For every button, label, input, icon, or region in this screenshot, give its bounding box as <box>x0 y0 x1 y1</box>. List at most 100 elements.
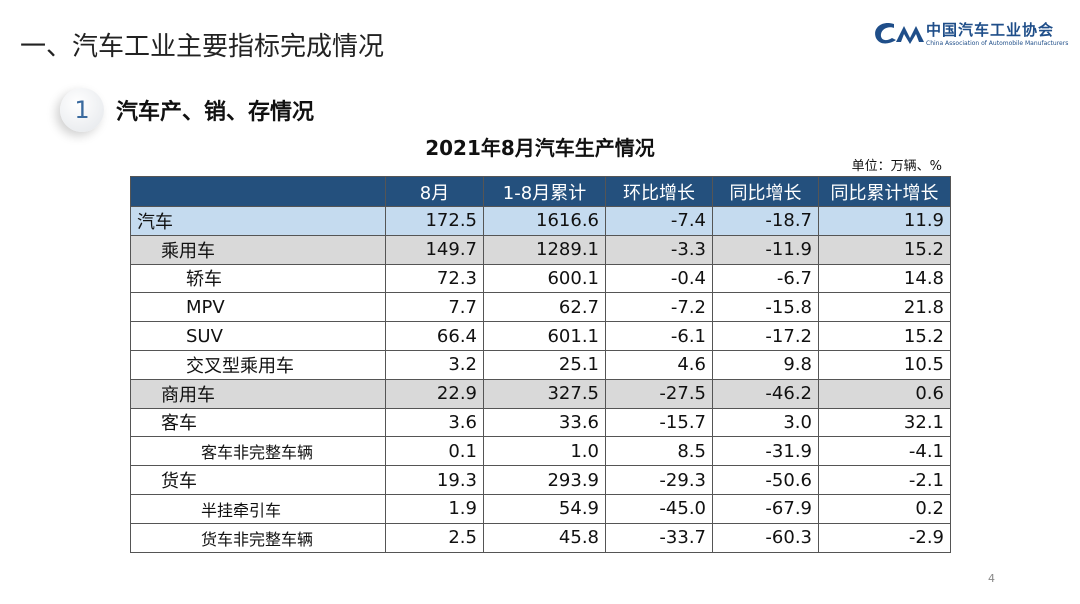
cell-value: -7.2 <box>605 292 713 323</box>
table-row: 货车非完整车辆 2.5 45.8 -33.7 -60.3 -2.9 <box>130 522 951 553</box>
cell-value: 32.1 <box>818 407 951 438</box>
column-header: 环比增长 <box>605 176 713 207</box>
cell-value: 9.8 <box>712 349 819 380</box>
column-header: 8月 <box>385 176 484 207</box>
table-row: 轿车 72.3 600.1 -0.4 -6.7 14.8 <box>130 263 951 294</box>
table-row: MPV 7.7 62.7 -7.2 -15.8 21.8 <box>130 292 951 323</box>
cell-value: 327.5 <box>483 378 606 409</box>
cell-value: -27.5 <box>605 378 713 409</box>
column-header: 同比增长 <box>712 176 819 207</box>
table-row: 客车非完整车辆 0.1 1.0 8.5 -31.9 -4.1 <box>130 436 951 467</box>
row-label: SUV <box>130 321 386 351</box>
row-label: 货车非完整车辆 <box>130 522 386 553</box>
table-row: SUV 66.4 601.1 -6.1 -17.2 15.2 <box>130 321 951 351</box>
row-label: 交叉型乘用车 <box>130 349 386 380</box>
cell-value: -15.8 <box>712 292 819 323</box>
page-title: 一、汽车工业主要指标完成情况 <box>20 32 385 62</box>
cell-value: 54.9 <box>483 493 606 524</box>
table-row: 汽车 172.5 1616.6 -7.4 -18.7 11.9 <box>130 206 951 236</box>
cell-value: 4.6 <box>605 349 713 380</box>
cell-value: -67.9 <box>712 493 819 524</box>
cell-value: 72.3 <box>385 263 484 294</box>
table-row: 交叉型乘用车 3.2 25.1 4.6 9.8 10.5 <box>130 349 951 380</box>
column-header <box>130 176 386 207</box>
table-row: 商用车 22.9 327.5 -27.5 -46.2 0.6 <box>130 378 951 409</box>
cell-value: 600.1 <box>483 263 606 294</box>
caam-logo-icon <box>875 22 924 44</box>
cell-value: 172.5 <box>385 206 484 236</box>
cell-value: 7.7 <box>385 292 484 323</box>
cell-value: -50.6 <box>712 465 819 495</box>
logo: 中国汽车工业协会 China Association of Automobile … <box>872 18 1068 48</box>
cell-value: 0.2 <box>818 493 951 524</box>
cell-value: 1616.6 <box>483 206 606 236</box>
page-number: 4 <box>988 572 995 585</box>
row-label: 商用车 <box>130 378 386 409</box>
section-number: 1 <box>60 88 104 132</box>
logo-subtitle: China Association of Automobile Manufact… <box>926 40 1069 47</box>
cell-value: 2.5 <box>385 522 484 553</box>
table-row: 半挂牵引车 1.9 54.9 -45.0 -67.9 0.2 <box>130 493 951 524</box>
cell-value: -3.3 <box>605 234 713 265</box>
row-label: 货车 <box>130 465 386 495</box>
cell-value: 1.0 <box>483 436 606 467</box>
row-label: 客车 <box>130 407 386 438</box>
cell-value: 10.5 <box>818 349 951 380</box>
cell-value: 3.2 <box>385 349 484 380</box>
cell-value: 62.7 <box>483 292 606 323</box>
cell-value: -4.1 <box>818 436 951 467</box>
cell-value: -60.3 <box>712 522 819 553</box>
cell-value: 19.3 <box>385 465 484 495</box>
cell-value: -2.1 <box>818 465 951 495</box>
logo-name: 中国汽车工业协会 <box>926 21 1055 39</box>
cell-value: 25.1 <box>483 349 606 380</box>
row-label: MPV <box>130 292 386 323</box>
cell-value: -18.7 <box>712 206 819 236</box>
cell-value: -15.7 <box>605 407 713 438</box>
cell-value: -6.7 <box>712 263 819 294</box>
column-header: 1-8月累计 <box>483 176 606 207</box>
cell-value: -31.9 <box>712 436 819 467</box>
cell-value: 0.6 <box>818 378 951 409</box>
row-label: 轿车 <box>130 263 386 294</box>
cell-value: 3.0 <box>712 407 819 438</box>
cell-value: -7.4 <box>605 206 713 236</box>
table-row: 客车 3.6 33.6 -15.7 3.0 32.1 <box>130 407 951 438</box>
cell-value: 3.6 <box>385 407 484 438</box>
cell-value: 601.1 <box>483 321 606 351</box>
table-unit: 单位：万辆、% <box>851 159 942 174</box>
cell-value: 45.8 <box>483 522 606 553</box>
table-row: 货车 19.3 293.9 -29.3 -50.6 -2.1 <box>130 465 951 495</box>
cell-value: 11.9 <box>818 206 951 236</box>
table-title: 2021年8月汽车生产情况 <box>425 136 655 160</box>
cell-value: 33.6 <box>483 407 606 438</box>
cell-value: 66.4 <box>385 321 484 351</box>
cell-value: -2.9 <box>818 522 951 553</box>
cell-value: -11.9 <box>712 234 819 265</box>
cell-value: -17.2 <box>712 321 819 351</box>
column-header: 同比累计增长 <box>818 176 951 207</box>
cell-value: 0.1 <box>385 436 484 467</box>
cell-value: 21.8 <box>818 292 951 323</box>
cell-value: -46.2 <box>712 378 819 409</box>
row-label: 客车非完整车辆 <box>130 436 386 467</box>
cell-value: -33.7 <box>605 522 713 553</box>
cell-value: 8.5 <box>605 436 713 467</box>
cell-value: 15.2 <box>818 321 951 351</box>
production-table: 8月 1-8月累计 环比增长 同比增长 同比累计增长 汽车 172.5 1616.6 -7.4… <box>130 176 951 553</box>
cell-value: -29.3 <box>605 465 713 495</box>
cell-value: 293.9 <box>483 465 606 495</box>
cell-value: 14.8 <box>818 263 951 294</box>
cell-value: -6.1 <box>605 321 713 351</box>
table-row: 乘用车 149.7 1289.1 -3.3 -11.9 15.2 <box>130 234 951 265</box>
cell-value: 1.9 <box>385 493 484 524</box>
cell-value: -45.0 <box>605 493 713 524</box>
row-label: 乘用车 <box>130 234 386 265</box>
cell-value: 149.7 <box>385 234 484 265</box>
cell-value: 15.2 <box>818 234 951 265</box>
cell-value: 22.9 <box>385 378 484 409</box>
cell-value: -0.4 <box>605 263 713 294</box>
section-heading: 1 汽车产、销、存情况 <box>60 88 314 132</box>
row-label: 半挂牵引车 <box>130 493 386 524</box>
section-label: 汽车产、销、存情况 <box>116 100 315 125</box>
